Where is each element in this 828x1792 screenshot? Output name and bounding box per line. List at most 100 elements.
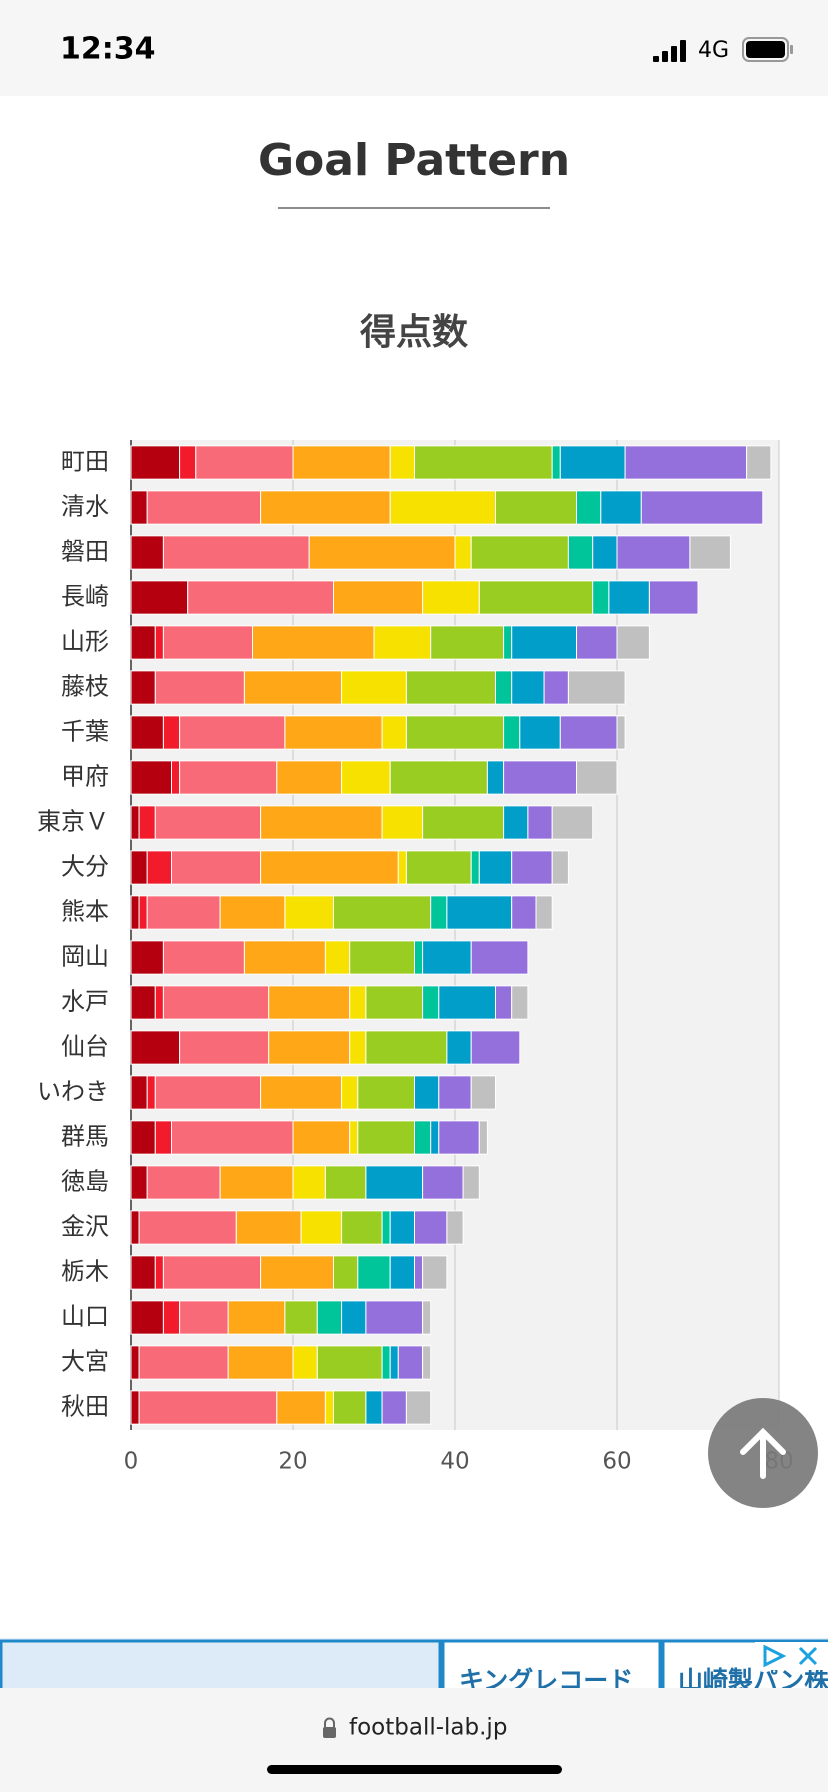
bar-segment (422, 1300, 432, 1335)
bar-segment (154, 625, 164, 660)
y-tick-label: 熊本 (61, 898, 109, 926)
bar-segment (130, 490, 148, 525)
bar-segment (430, 1120, 440, 1155)
bar-segment (146, 1165, 221, 1200)
y-tick-label: 東京Ｖ (37, 808, 109, 836)
bar-segment (551, 850, 569, 885)
y-tick-label: 甲府 (61, 763, 109, 791)
bar-segment (341, 1300, 367, 1335)
bar-segment (130, 1255, 156, 1290)
bar-segment (486, 760, 505, 795)
bar-segment (470, 535, 569, 570)
bar-segment (162, 715, 181, 750)
bar-segment (316, 1345, 383, 1380)
bar-segment (389, 1210, 416, 1245)
bar-segment (130, 1165, 148, 1200)
bar-segment (438, 1075, 472, 1110)
bar-segment (227, 1345, 294, 1380)
bar-segment (316, 1300, 343, 1335)
bar-segment (365, 985, 424, 1020)
bar-segment (130, 715, 164, 750)
bar-segment (422, 805, 505, 840)
bar-segment (130, 535, 164, 570)
bar-segment (138, 805, 156, 840)
y-tick-label: 長崎 (61, 583, 109, 611)
bar-segment (405, 850, 472, 885)
bar-segment (130, 580, 189, 615)
bar-segment (333, 895, 432, 930)
bar-segment (349, 1120, 359, 1155)
ad-choices-icon[interactable] (755, 1642, 828, 1670)
bar-segment (308, 535, 456, 570)
bar-segment (130, 850, 148, 885)
bar-segment (357, 1120, 415, 1155)
chart-title: 得点数 (360, 312, 468, 353)
bar-segment (503, 760, 578, 795)
y-tick-label: 群馬 (61, 1123, 109, 1151)
x-tick-label: 60 (602, 1449, 631, 1475)
bar-segment (292, 1345, 318, 1380)
bar-segment (154, 985, 164, 1020)
bar-segment (454, 535, 472, 570)
bar-segment (616, 625, 650, 660)
bar-segment (576, 760, 618, 795)
bar-segment (276, 1390, 326, 1425)
bar-segment (430, 625, 505, 660)
scroll-top-button[interactable] (708, 1398, 818, 1508)
bar-segment (146, 490, 262, 525)
bar-segment (389, 445, 416, 480)
bar-segment (260, 1075, 343, 1110)
ad-text[interactable]: キングレコード (459, 1666, 633, 1695)
bar-segment (511, 850, 553, 885)
bar-segment (503, 625, 513, 660)
bar-segment (438, 985, 496, 1020)
bar-segment (235, 1210, 302, 1245)
bar-segment (333, 1390, 367, 1425)
bar-segment (438, 1120, 480, 1155)
bar-segment (357, 1075, 415, 1110)
bar-segment (171, 850, 262, 885)
bar-segment (624, 445, 748, 480)
y-tick-label: 山形 (61, 628, 109, 656)
url[interactable]: football-lab.jp (349, 1715, 507, 1741)
y-tick-label: 大宮 (61, 1348, 109, 1376)
bar-segment (357, 1255, 391, 1290)
bar-segment (154, 805, 262, 840)
bar-segment (446, 1030, 472, 1065)
bar-segment (470, 850, 480, 885)
bar-segment (324, 1165, 367, 1200)
bar-segment (146, 850, 172, 885)
bar-segment (381, 805, 424, 840)
bar-segment (511, 670, 545, 705)
bar-segment (130, 1390, 140, 1425)
home-indicator (267, 1765, 562, 1774)
bar-segment (179, 445, 197, 480)
bar-segment (349, 940, 416, 975)
bar-segment (154, 1255, 164, 1290)
bar-segment (576, 625, 618, 660)
bar-segment (381, 1390, 407, 1425)
bar-segment (324, 1390, 334, 1425)
bar-segment (227, 1300, 286, 1335)
bar-segment (616, 535, 691, 570)
bar-segment (495, 985, 513, 1020)
bar-segment (365, 1390, 383, 1425)
bar-segment (405, 670, 496, 705)
bar-segment (405, 715, 505, 750)
y-tick-label: 徳島 (61, 1168, 109, 1196)
bar-segment (162, 625, 253, 660)
y-tick-label: 大分 (61, 853, 109, 881)
x-tick-label: 0 (124, 1449, 139, 1475)
bar-segment (422, 985, 440, 1020)
bar-segment (543, 670, 569, 705)
bar-segment (414, 1120, 432, 1155)
bar-segment (333, 1255, 359, 1290)
bar-segment (495, 670, 513, 705)
y-tick-label: 岡山 (61, 943, 109, 971)
bar-segment (519, 715, 561, 750)
bar-segment (389, 490, 497, 525)
bar-segment (146, 895, 221, 930)
bar-segment (349, 985, 367, 1020)
bar-segment (162, 1300, 181, 1335)
ad-text[interactable]: 山崎製パン株 (678, 1666, 828, 1695)
